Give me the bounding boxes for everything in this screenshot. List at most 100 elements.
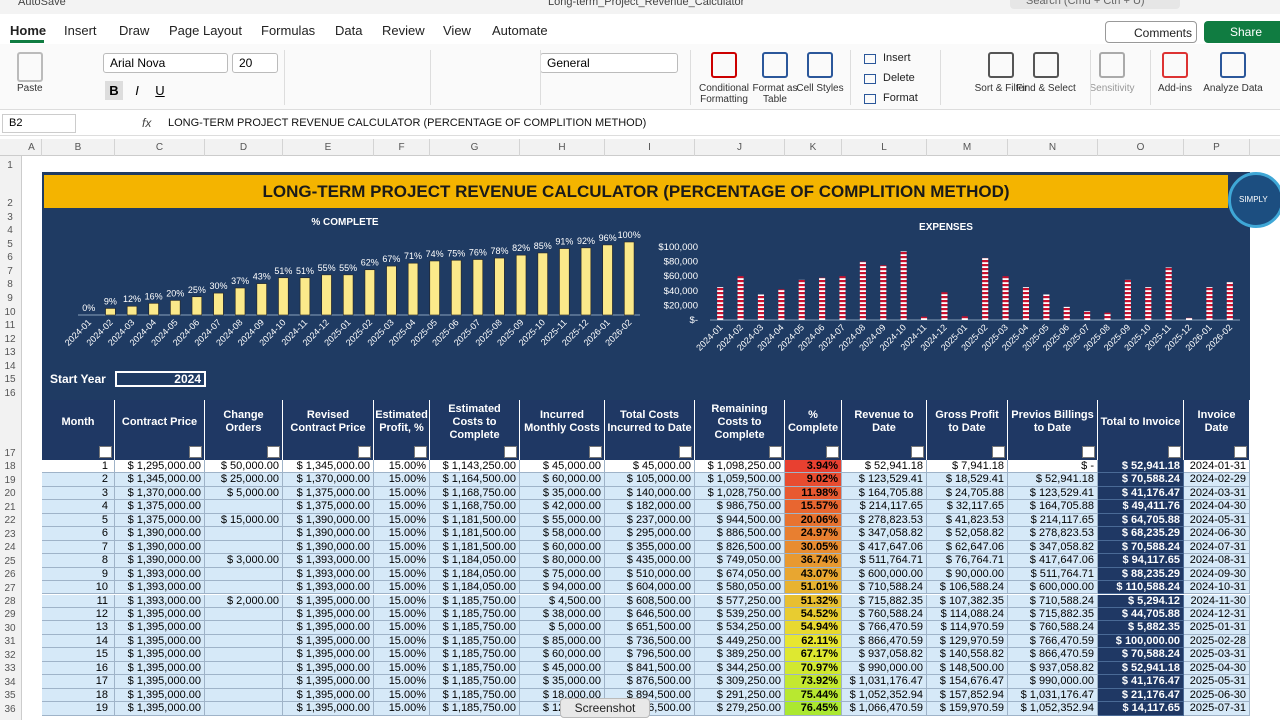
row-header: 31 (4, 636, 16, 648)
ribbon-tab[interactable]: Home (10, 23, 47, 38)
table-cell: $ 295,000.00 (605, 527, 695, 541)
filter-button[interactable] (504, 446, 517, 458)
ribbon-tab[interactable]: Insert (64, 23, 97, 38)
ribbon-tab[interactable]: Draw (119, 23, 150, 38)
filter-button[interactable] (589, 446, 602, 458)
table-cell: $ 886,500.00 (695, 527, 785, 541)
table-cell: $ 45,000.00 (605, 460, 695, 474)
format-button[interactable]: U (155, 83, 165, 98)
table-cell: $ 1,184,050.00 (430, 554, 520, 568)
ribbon-button[interactable]: Sort & Filter (974, 83, 1028, 94)
table-cell: $ 45,000.00 (520, 661, 605, 676)
ribbon-separator (850, 50, 851, 105)
table-cell: $ 64,705.88 (1098, 513, 1184, 528)
ribbon-tab[interactable]: Formulas (261, 23, 316, 38)
row-header: 16 (4, 387, 16, 399)
comments-button[interactable]: Comments (1105, 21, 1197, 43)
format-button[interactable]: B (105, 81, 123, 100)
filter-button[interactable] (1168, 446, 1181, 458)
row-header: 22 (4, 515, 16, 527)
row-header: 17 (4, 448, 16, 459)
table-cell: 73.92% (785, 675, 842, 689)
name-box[interactable]: B2 (2, 114, 76, 133)
table-cell: $ 24,705.88 (927, 486, 1008, 501)
ribbon-button[interactable]: Sensitivity (1089, 83, 1135, 94)
ribbon-button[interactable]: Format as Table (752, 83, 798, 105)
font-box[interactable]: Arial Nova (103, 53, 228, 73)
table-cell: 15.00% (374, 634, 430, 649)
column-header: H (520, 139, 605, 156)
ribbon-tab[interactable]: Review (382, 23, 425, 38)
table-cell (205, 634, 283, 649)
font-size-box[interactable]: 20 (232, 53, 278, 73)
table-cell: $ 580,050.00 (695, 581, 785, 595)
cell-op[interactable]: Format (883, 92, 918, 104)
table-cell: $ 14,117.65 (1098, 702, 1184, 716)
ribbon-button[interactable]: Conditional Formatting (698, 83, 750, 105)
ribbon-tab[interactable]: View (443, 23, 471, 38)
table-cell: $ 347,058.82 (1008, 540, 1098, 555)
table-cell: $ 1,393,000.00 (283, 554, 374, 568)
table-cell: 2025-01-31 (1184, 621, 1250, 635)
table-cell: $ 1,395,000.00 (115, 634, 205, 649)
search[interactable]: Search (Cmd + Ctrl + U) (1010, 0, 1180, 9)
table-cell: 15.00% (374, 661, 430, 676)
table-cell: $ 1,164,500.00 (430, 473, 520, 487)
table-cell: $ 76,764.71 (927, 554, 1008, 568)
cell-op[interactable]: Delete (883, 72, 915, 84)
row-header: 27 (4, 582, 16, 594)
table-cell: $ 1,395,000.00 (115, 675, 205, 689)
table-cell: $ 986,750.00 (695, 500, 785, 514)
share-button[interactable]: Share (1204, 21, 1280, 43)
paste-label[interactable]: Paste (17, 83, 43, 94)
row-header: 12 (4, 333, 16, 345)
table-cell (205, 661, 283, 676)
table-cell: $ 1,393,000.00 (115, 594, 205, 608)
table-cell: $ 511,764.71 (842, 554, 927, 568)
table-cell: $ 291,250.00 (695, 688, 785, 703)
ribbon-button[interactable]: Analyze Data (1203, 83, 1263, 94)
ribbon-button[interactable]: Add-ins (1158, 83, 1192, 94)
table-cell (205, 581, 283, 595)
filter-button[interactable] (679, 446, 692, 458)
table-cell: $ 760,588.24 (842, 607, 927, 622)
filter-button[interactable] (99, 446, 112, 458)
filter-button[interactable] (189, 446, 202, 458)
table-cell: $ 1,052,352.94 (842, 688, 927, 703)
filter-button[interactable] (1234, 446, 1247, 458)
table-cell: $ 52,941.18 (1098, 460, 1184, 474)
ribbon-button[interactable]: Cell Styles (796, 83, 844, 94)
table-cell: $ 44,705.88 (1098, 607, 1184, 622)
table-cell: $ 417,647.06 (842, 540, 927, 555)
format-button[interactable]: I (135, 83, 139, 98)
filter-button[interactable] (769, 446, 782, 458)
filter-button[interactable] (826, 446, 839, 458)
ribbon-tab[interactable]: Automate (492, 23, 548, 38)
table-cell: $ 62,647.06 (927, 540, 1008, 555)
table-cell: $ 1,375,000.00 (283, 500, 374, 514)
table-cell: 19 (42, 702, 115, 716)
table-cell: $ 60,000.00 (520, 540, 605, 555)
table-cell: 2 (42, 473, 115, 487)
filter-button[interactable] (267, 446, 280, 458)
table-cell: $ 214,117.65 (1008, 513, 1098, 528)
number-format-box[interactable]: General (540, 53, 678, 73)
ribbon-tab[interactable]: Page Layout (169, 23, 243, 38)
row-header: 5 (7, 238, 13, 250)
table-cell: 2025-02-28 (1184, 634, 1250, 649)
table-header: Estimated Profit, % (374, 400, 430, 460)
ribbon-button[interactable]: Find & Select (1016, 83, 1076, 94)
table-cell: $ 1,395,000.00 (115, 621, 205, 635)
table-cell: $ 129,970.59 (927, 634, 1008, 649)
filter-button[interactable] (358, 446, 371, 458)
start-year[interactable]: 2024 (115, 371, 206, 387)
cell-op[interactable]: Insert (883, 52, 911, 64)
filter-button[interactable] (911, 446, 924, 458)
ribbon-tab[interactable]: Data (335, 23, 363, 38)
table-cell: $ - (1008, 460, 1098, 474)
filter-button[interactable] (992, 446, 1005, 458)
filter-button[interactable] (414, 446, 427, 458)
table-cell: $ 1,393,000.00 (283, 567, 374, 582)
filter-button[interactable] (1082, 446, 1095, 458)
table-cell: $ 1,185,750.00 (430, 607, 520, 622)
